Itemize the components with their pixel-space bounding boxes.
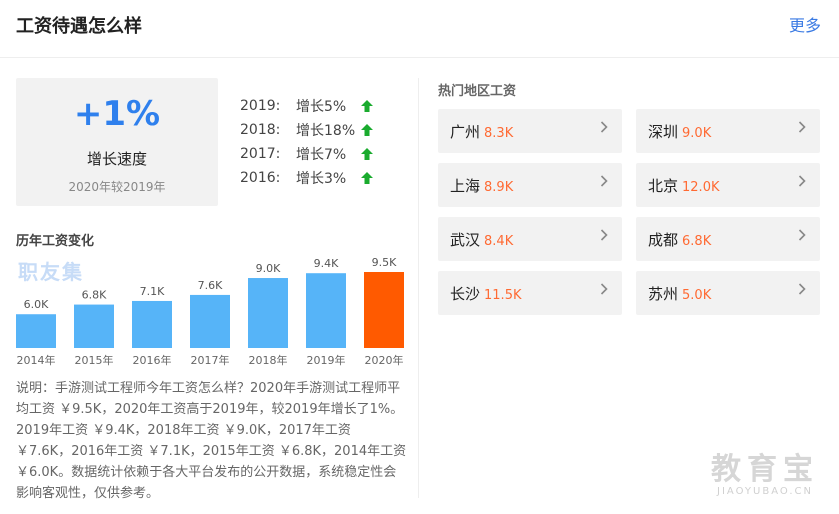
region-salary: 5.0K — [682, 288, 712, 303]
region-card-guangzhou[interactable]: 广州 8.3K — [438, 109, 622, 153]
chart-data-label: 9.4K — [314, 257, 339, 270]
chart-data-label: 7.1K — [140, 285, 165, 298]
up-arrow-icon — [361, 172, 373, 184]
chart-data-label: 7.6K — [198, 279, 223, 292]
year-growth-row: 2017: 增长7% — [240, 142, 374, 166]
chart-data-label: 9.0K — [256, 262, 281, 275]
region-city: 北京 — [648, 177, 679, 195]
chart-bar-2014年 — [16, 314, 56, 348]
brand-watermark-cn: 教育宝 — [711, 452, 819, 487]
region-salary: 8.3K — [484, 126, 514, 141]
region-city: 成都 — [648, 231, 679, 249]
year-growth-row: 2018: 增长18% — [240, 118, 374, 142]
region-salary: 12.0K — [682, 180, 720, 195]
chevron-right-icon — [798, 121, 806, 133]
chart-watermark: 职友集 — [18, 260, 84, 284]
chart-tick-label: 2020年 — [365, 353, 404, 367]
growth-label: 增长速度 — [86, 150, 147, 168]
chart-bar-2015年 — [74, 304, 114, 348]
year-growth-list: 2019: 增长5% 2018: 增长18% 2017: 增长7% 2016: … — [240, 94, 374, 190]
region-card-wuhan[interactable]: 武汉 8.4K — [438, 217, 622, 261]
region-city: 深圳 — [648, 123, 679, 141]
chevron-right-icon — [600, 121, 608, 133]
chevron-right-icon — [600, 175, 608, 187]
chart-data-label: 6.8K — [82, 289, 107, 302]
region-salary: 8.9K — [484, 180, 514, 195]
chart-title: 历年工资变化 — [16, 234, 95, 249]
region-city: 长沙 — [450, 285, 481, 303]
year-increase: 增长7% — [296, 147, 347, 163]
chart-bar-2017年 — [190, 294, 230, 348]
growth-summary-card: +1% 增长速度 2020年较2019年 — [16, 78, 218, 206]
more-link[interactable]: 更多 — [788, 16, 821, 35]
salary-bar-chart: 6.0K 2014年 6.8K 2015年 7.1K 2016年 7.6K 2017年 9.0K… — [16, 256, 404, 367]
chart-tick-label: 2018年 — [249, 353, 288, 367]
salary-description: 说明：手游测试工程师今年工资怎么样？2020年手游测试工程师平均工资 ￥9.5K… — [16, 381, 407, 501]
region-card-beijing[interactable]: 北京 12.0K — [636, 163, 820, 207]
region-city: 广州 — [450, 123, 481, 141]
region-salary: 6.8K — [682, 234, 712, 249]
chevron-right-icon — [798, 175, 806, 187]
chart-tick-label: 2014年 — [17, 353, 56, 367]
brand-watermark: 教育宝 JIAOYUBAO.CN — [711, 444, 819, 497]
region-city: 苏州 — [648, 285, 679, 303]
chevron-right-icon — [798, 283, 806, 295]
region-card-changsha[interactable]: 长沙 11.5K — [438, 271, 622, 315]
region-title: 热门地区工资 — [438, 84, 517, 99]
region-salary: 8.4K — [484, 234, 514, 249]
region-salary: 11.5K — [484, 288, 522, 303]
chart-tick-label: 2017年 — [191, 353, 230, 367]
region-card-chengdu[interactable]: 成都 6.8K — [636, 217, 820, 261]
year-label: 2018: — [240, 122, 281, 138]
chevron-right-icon — [600, 283, 608, 295]
year-label: 2016: — [240, 170, 281, 186]
up-arrow-icon — [361, 148, 373, 160]
year-growth-row: 2016: 增长3% — [240, 166, 374, 190]
year-growth-row: 2019: 增长5% — [240, 94, 374, 118]
section-header: 工资待遇怎么样 更多 — [0, 0, 839, 58]
chart-tick-label: 2015年 — [75, 353, 114, 367]
chart-tick-label: 2016年 — [133, 353, 172, 367]
up-arrow-icon — [361, 100, 373, 112]
up-arrow-icon — [361, 124, 373, 136]
brand-watermark-en: JIAOYUBAO.CN — [717, 486, 813, 497]
year-increase: 增长18% — [296, 123, 356, 139]
region-card-shenzhen[interactable]: 深圳 9.0K — [636, 109, 820, 153]
chart-bar-2020年 — [364, 272, 404, 348]
chevron-right-icon — [798, 229, 806, 241]
year-label: 2019: — [240, 98, 281, 114]
section-title: 工资待遇怎么样 — [16, 16, 142, 37]
year-label: 2017: — [240, 146, 281, 162]
region-city: 武汉 — [450, 231, 481, 249]
chart-data-label: 9.5K — [372, 256, 397, 269]
chevron-right-icon — [600, 229, 608, 241]
growth-comparison: 2020年较2019年 — [68, 180, 166, 194]
region-card-suzhou[interactable]: 苏州 5.0K — [636, 271, 820, 315]
year-increase: 增长5% — [296, 99, 347, 115]
year-increase: 增长3% — [296, 171, 347, 187]
growth-percent: +1% — [73, 94, 161, 134]
column-divider — [418, 78, 419, 498]
region-salary: 9.0K — [682, 126, 712, 141]
chart-bar-2016年 — [132, 300, 172, 348]
chart-bar-2019年 — [306, 273, 346, 348]
chart-bar-2018年 — [248, 278, 288, 348]
chart-data-label: 6.0K — [24, 298, 49, 311]
region-city: 上海 — [450, 177, 481, 195]
region-card-shanghai[interactable]: 上海 8.9K — [438, 163, 622, 207]
chart-tick-label: 2019年 — [307, 353, 346, 367]
